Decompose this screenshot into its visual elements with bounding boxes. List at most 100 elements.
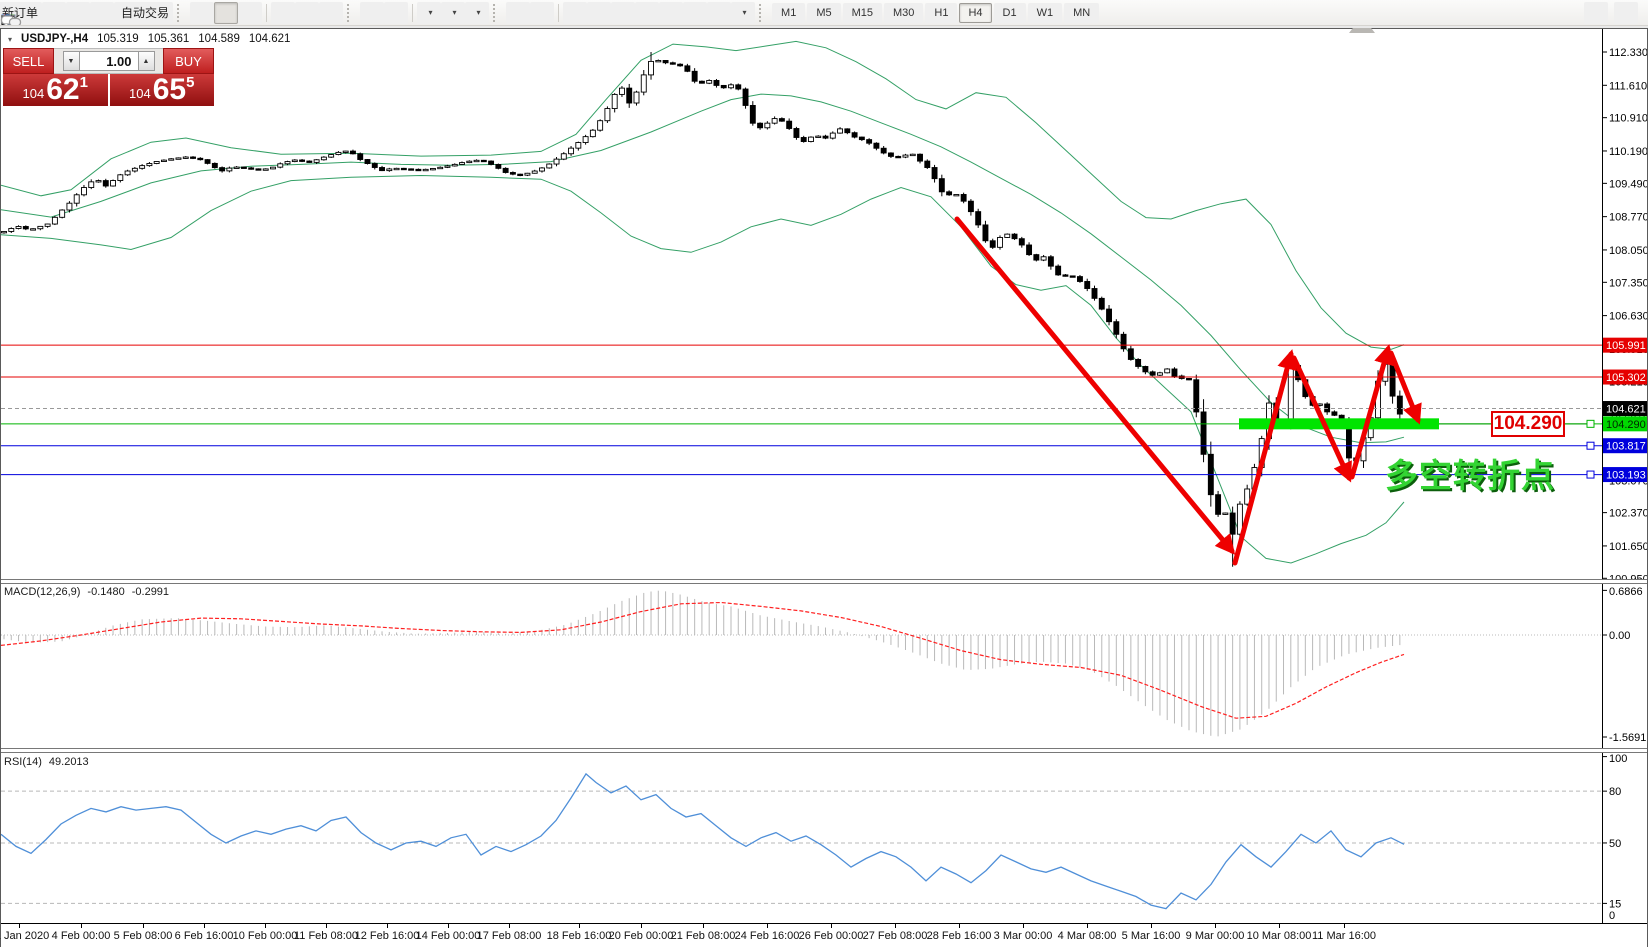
window-splitter-notch[interactable] — [1349, 28, 1375, 33]
price-tick-label: 111.610 — [1609, 80, 1647, 92]
trend-arrow — [1388, 350, 1422, 425]
price-tick-label: 110.190 — [1609, 146, 1647, 158]
rsi-axis-label: 80 — [1609, 786, 1621, 798]
volume-input[interactable]: 1.00 — [79, 51, 138, 71]
time-tick — [204, 924, 205, 928]
timeframe-m5[interactable]: M5 — [807, 2, 841, 23]
fibonacci-tool[interactable]: F — [2, 1, 684, 25]
auto-trading-button[interactable]: 自动交易 — [1, 1, 174, 25]
data-window-button[interactable] — [2, 1, 91, 25]
time-tick — [1023, 924, 1024, 928]
macd-value: -0.1480 — [87, 586, 125, 598]
horizontal-line-tool[interactable] — [1, 1, 612, 24]
price-tick-label: 110.910 — [1609, 113, 1647, 125]
time-tick — [831, 924, 832, 928]
buy-button[interactable]: BUY — [163, 48, 214, 74]
time-label: 18 Feb 16:00 — [546, 930, 612, 942]
periods-button[interactable]: ▾ — [1, 1, 466, 25]
time-tick — [1151, 924, 1152, 928]
symbol-period-label: USDJPY-,H4 — [21, 33, 89, 45]
text-label-tool[interactable]: T — [1, 1, 732, 25]
price-tag: 104.621 — [1606, 404, 1646, 416]
auto-scroll-button[interactable] — [1, 1, 385, 25]
one-click-toggle-icon[interactable]: ▾ — [8, 34, 13, 44]
macd-panel[interactable]: 0.6866 0.00 -1.5691 — [1, 584, 1647, 748]
trend-arrow — [1291, 355, 1352, 483]
auto-trading-label: 自动交易 — [121, 6, 170, 20]
templates-button[interactable]: ▾ — [1, 1, 490, 25]
chat-button[interactable] — [0, 1, 1638, 25]
price-tick-label: 106.630 — [1609, 311, 1647, 323]
buy-price[interactable]: 104 65 5 — [109, 74, 214, 106]
chart-window[interactable]: 112.330 111.610 110.910 110.190 109.490 108.7… — [0, 28, 1648, 947]
timeframe-h1[interactable]: H1 — [925, 2, 958, 23]
rsi-value: 49.2013 — [48, 756, 89, 768]
timeframe-m15[interactable]: M15 — [842, 2, 882, 23]
volume-increase-button[interactable]: ▲ — [137, 51, 155, 71]
volume-group: ▼ 1.00 ▲ — [54, 48, 163, 74]
price-tag: 105.991 — [1606, 340, 1646, 352]
vertical-line-tool[interactable] — [6, 1, 588, 25]
buy-price-pip: 5 — [186, 74, 195, 91]
sell-button[interactable]: SELL — [3, 48, 54, 74]
sell-price-prefix: 104 — [22, 86, 45, 101]
trend-arrow — [954, 216, 1236, 555]
chart-title: ▾ USDJPY-,H4 105.319 105.361 104.589 104… — [8, 33, 290, 45]
rsi-axis-label: 100 — [1609, 753, 1627, 765]
time-tick — [1344, 924, 1345, 928]
chevron-down-icon: ▾ — [476, 7, 481, 17]
time-label: 12 Feb 16:00 — [354, 930, 420, 942]
macd-signal-line — [1, 601, 1405, 719]
price-callout-box[interactable]: 104.290 — [1491, 411, 1565, 437]
candlestick-chart-button[interactable] — [3, 1, 239, 25]
time-label: 3 Mar 00:00 — [993, 930, 1053, 942]
bar-chart-button[interactable] — [2, 1, 215, 25]
trendline-tool[interactable] — [2, 1, 636, 25]
one-click-trading-panel: SELL ▼ 1.00 ▲ BUY 104 62 1 104 65 5 — [3, 48, 214, 106]
navigator-button[interactable] — [1, 1, 115, 25]
panel-divider[interactable] — [1, 748, 1647, 753]
price-tick-label: 107.350 — [1609, 277, 1647, 289]
time-label: 28 Feb 16:00 — [926, 930, 992, 942]
time-label: 31 Jan 2020 — [0, 930, 50, 942]
time-tick — [387, 924, 388, 928]
indicators-button[interactable]: ▾ — [1, 1, 442, 25]
macd-name: MACD(12,26,9) — [4, 586, 81, 598]
cursor-button[interactable] — [5, 1, 531, 25]
arrows-tool[interactable]: ▾ — [2, 1, 756, 25]
sell-price[interactable]: 104 62 1 — [3, 74, 108, 106]
bollinger-upper — [1, 40, 1405, 350]
tile-windows-button[interactable] — [1, 1, 344, 25]
timeframe-mn[interactable]: MN — [1064, 2, 1100, 23]
panel-divider[interactable] — [1, 579, 1647, 584]
timeframe-h4[interactable]: H4 — [959, 2, 992, 23]
toolbar-grip — [177, 3, 186, 22]
time-tick — [641, 924, 642, 928]
time-tick — [509, 924, 510, 928]
timeframe-m1[interactable]: M1 — [772, 2, 806, 23]
rsi-panel[interactable]: 100 80 50 150 — [1, 753, 1647, 923]
time-label: 27 Feb 08:00 — [862, 930, 928, 942]
line-chart-button[interactable] — [0, 1, 263, 25]
volume-decrease-button[interactable]: ▼ — [62, 51, 80, 71]
channel-tool[interactable]: E — [1, 1, 660, 25]
zoom-in-button[interactable] — [1, 1, 296, 25]
chart-shift-button[interactable] — [1, 1, 409, 25]
price-chart[interactable]: 112.330 111.610 110.910 110.190 109.490 108.7… — [1, 29, 1647, 579]
timeframe-m30[interactable]: M30 — [884, 2, 924, 23]
rsi-label: RSI(14) 49.2013 — [4, 756, 89, 768]
search-button[interactable] — [1, 1, 1608, 25]
rsi-axis-label: 0 — [1609, 910, 1615, 922]
zoom-out-button[interactable] — [1, 1, 320, 25]
text-tool[interactable]: A — [3, 1, 708, 25]
market-watch-button[interactable] — [1, 1, 67, 25]
timeframe-d1[interactable]: D1 — [993, 2, 1026, 23]
trend-arrow — [1232, 349, 1297, 566]
price-tag: 105.302 — [1606, 372, 1646, 384]
time-label: 10 Feb 00:00 — [232, 930, 298, 942]
timeframe-w1[interactable]: W1 — [1027, 2, 1063, 23]
time-label: 17 Feb 08:00 — [476, 930, 542, 942]
time-label: 14 Feb 00:00 — [415, 930, 481, 942]
crosshair-button[interactable] — [1, 1, 555, 25]
